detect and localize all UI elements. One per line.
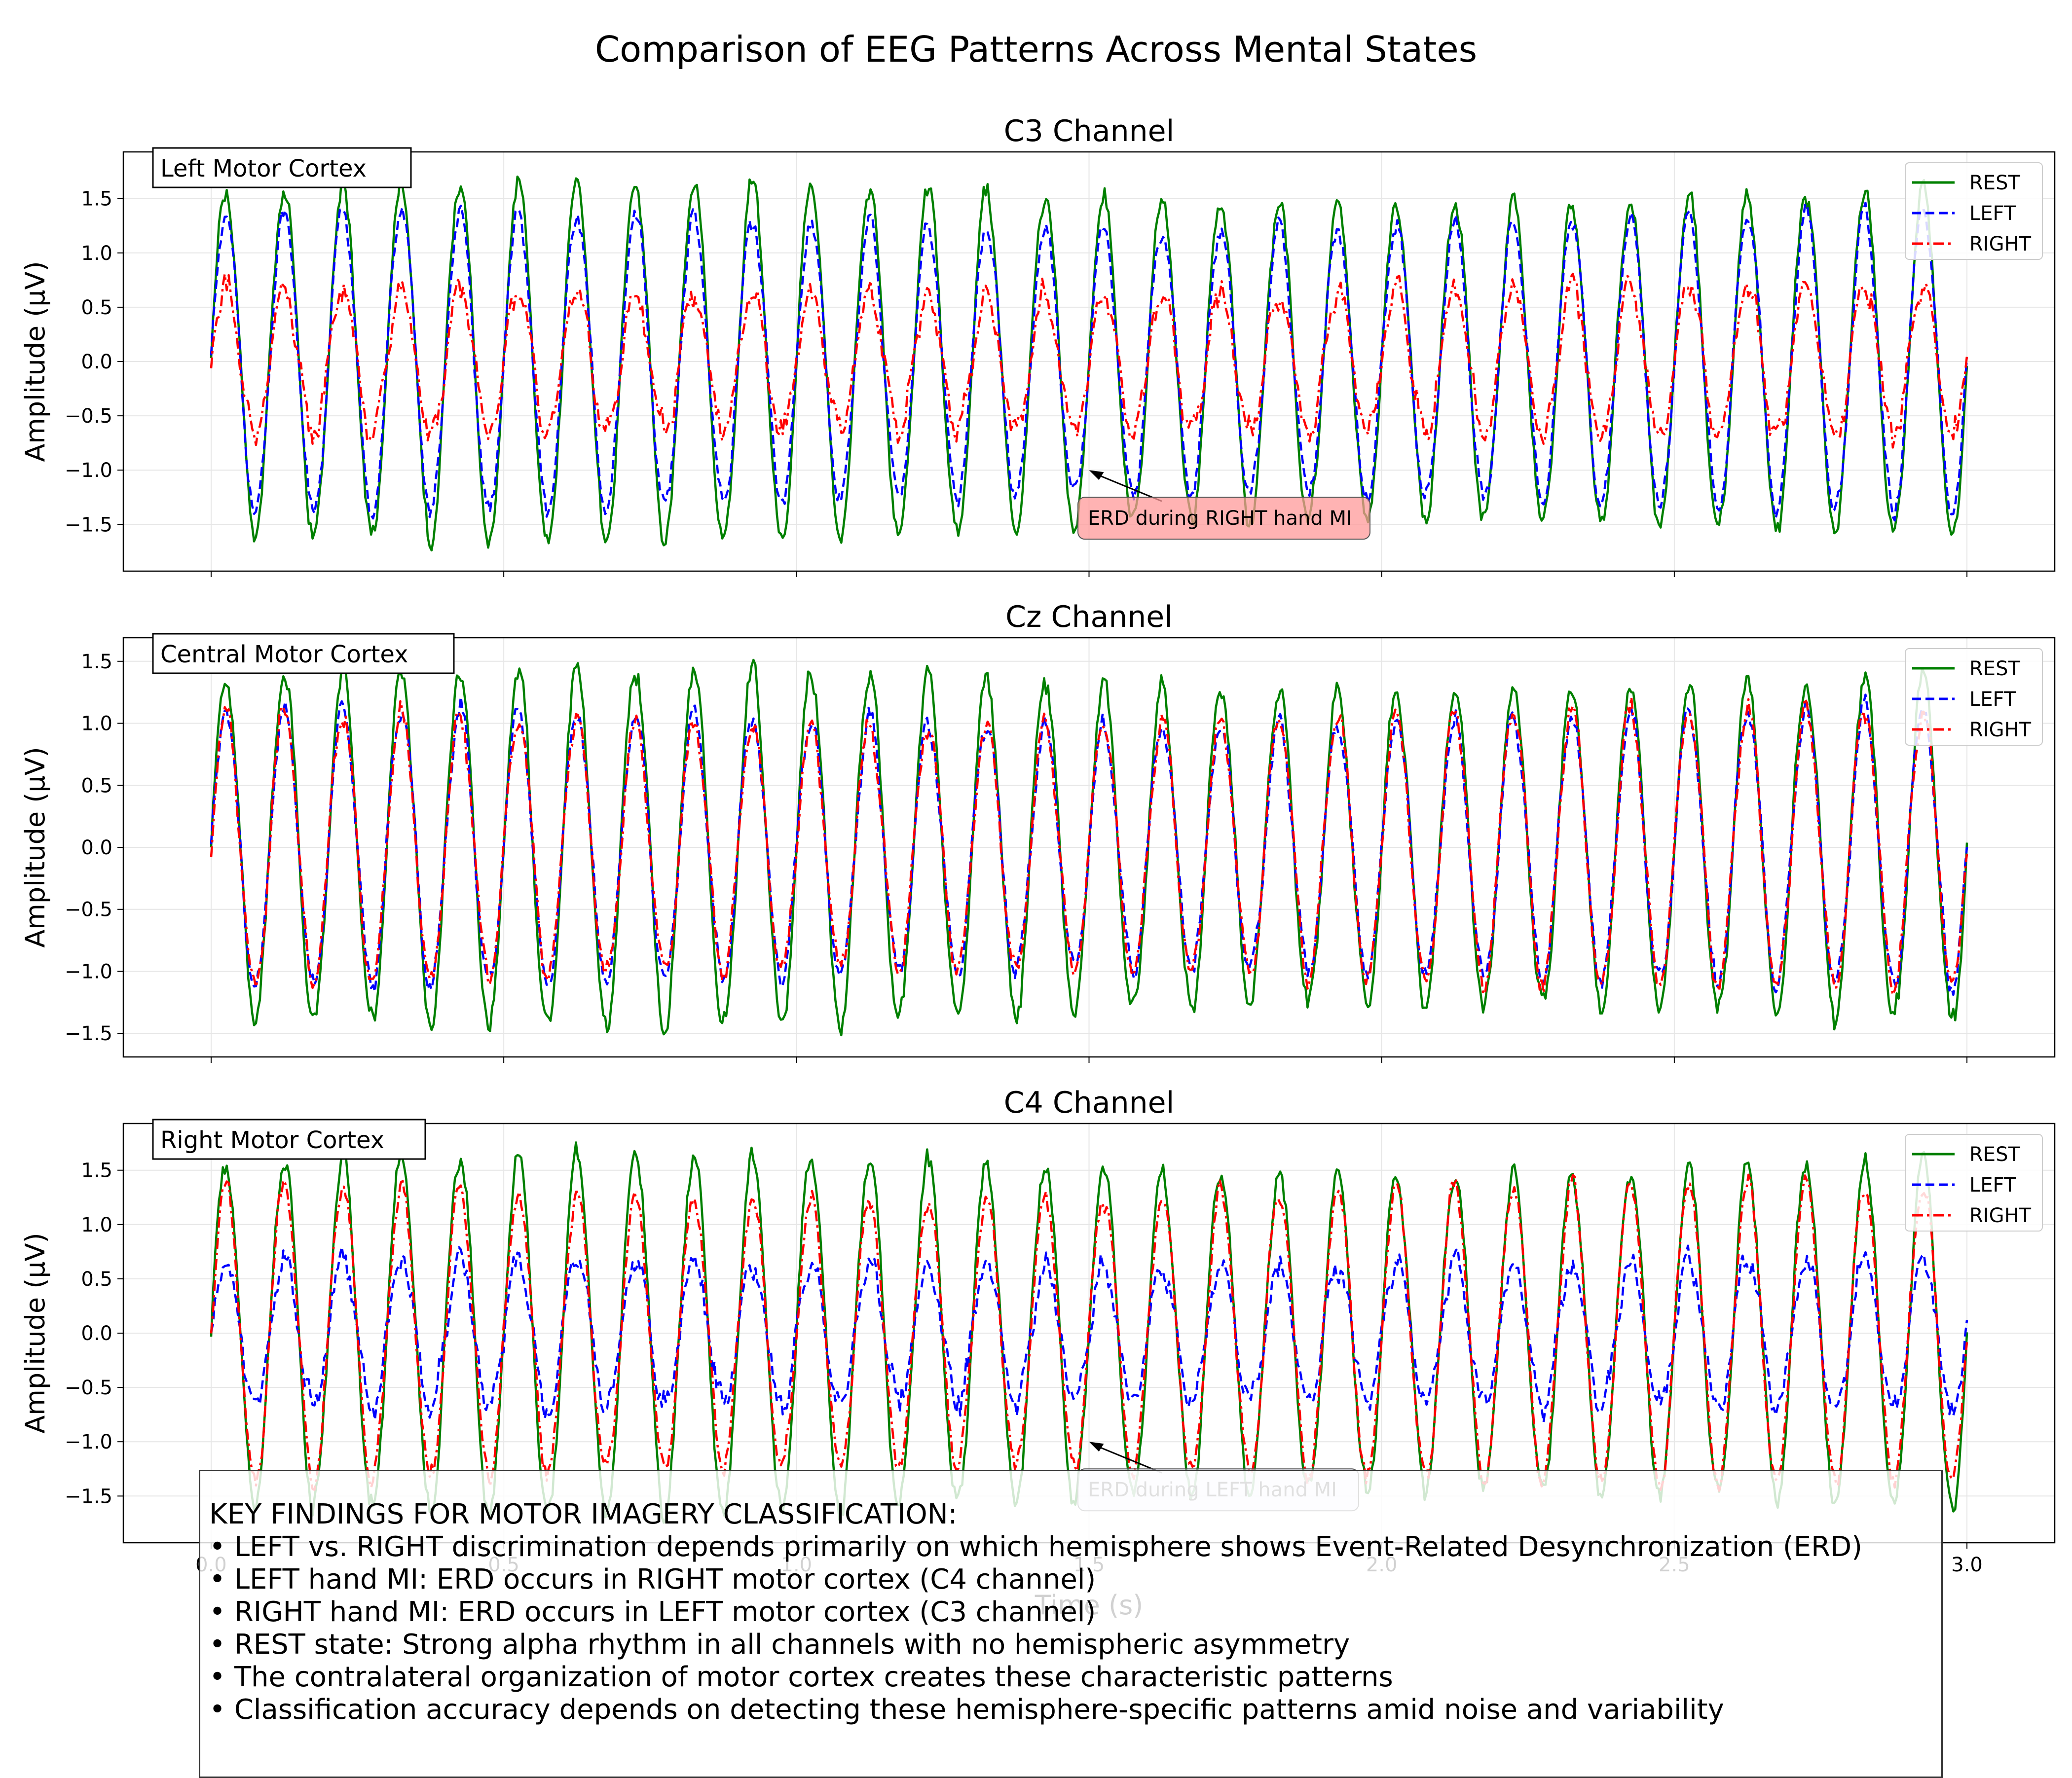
region-label: Central Motor Cortex [152,633,455,674]
y-tick-label: 1.5 [81,1160,112,1182]
y-axis-label: Amplitude (µV) [20,261,51,462]
y-tick-label: 1.0 [81,1214,112,1236]
y-tick-label: 0.0 [81,351,112,373]
region-label-box [152,1119,426,1160]
region-label-text: Left Motor Cortex [160,155,367,182]
y-tick-label: −1.0 [65,960,112,983]
y-axis-label: Amplitude (µV) [20,1233,51,1433]
legend: REST LEFT RIGHT [1905,1134,2043,1232]
finding-item: • Classification accuracy depends on det… [209,1694,1724,1726]
region-label: Right Motor Cortex [152,1119,426,1160]
series-line-right [210,696,1968,996]
panel-title: Cz Channel [1005,600,1173,634]
legend-label: REST [1969,657,2020,680]
y-tick-label: −1.0 [65,459,112,482]
legend-box [1905,162,2043,260]
y-tick-label: 1.5 [81,651,112,673]
region-label-box [152,147,412,188]
series-line-right [210,1173,1968,1492]
chart-panel-1: −1.5 −1.0 −0.5 0.0 0.5 1.0 1.5 Cz Channel Amplit… [20,600,2056,1063]
erd-annotation: ERD during RIGHT hand MI [1077,470,1370,540]
y-tick-label: 0.0 [81,1322,112,1345]
legend-label: RIGHT [1969,233,2032,255]
annotation-text: ERD during RIGHT hand MI [1088,507,1352,530]
y-tick-label: −0.5 [65,405,112,428]
y-tick-label: 0.5 [81,774,112,797]
region-label-text: Central Motor Cortex [160,641,408,668]
finding-item: • RIGHT hand MI: ERD occurs in LEFT moto… [209,1596,1096,1628]
y-tick-label: 0.5 [81,1268,112,1291]
series-line-right [210,272,1968,449]
panel-title: C4 Channel [1004,1086,1174,1120]
y-tick-label: 1.0 [81,242,112,265]
panel-title: C3 Channel [1004,114,1174,148]
legend-label: RIGHT [1969,719,2032,741]
legend-label: LEFT [1969,202,2016,225]
findings-heading: KEY FINDINGS FOR MOTOR IMAGERY CLASSIFIC… [209,1498,958,1530]
finding-item: • LEFT hand MI: ERD occurs in RIGHT moto… [209,1563,1096,1596]
y-tick-label: −1.5 [65,513,112,536]
legend-box [1905,648,2043,746]
y-tick-label: 1.0 [81,713,112,735]
y-tick-label: 0.0 [81,836,112,859]
key-findings-box: KEY FINDINGS FOR MOTOR IMAGERY CLASSIFIC… [199,1470,1943,1778]
y-axis-label: Amplitude (µV) [20,747,51,947]
finding-item: • LEFT vs. RIGHT discrimination depends … [209,1531,1862,1563]
legend: REST LEFT RIGHT [1905,162,2043,260]
chart-panel-0: −1.5 −1.0 −0.5 0.0 0.5 1.0 1.5 C3 Channel Amplit… [20,114,2056,577]
legend-box [1905,1134,2043,1232]
y-tick-label: −0.5 [65,899,112,921]
legend-label: RIGHT [1969,1204,2032,1227]
y-tick-label: 0.5 [81,296,112,319]
legend-label: LEFT [1969,1174,2016,1197]
y-tick-label: −1.0 [65,1431,112,1453]
legend-label: REST [1969,1143,2020,1166]
legend-label: LEFT [1969,688,2016,711]
y-tick-label: −1.5 [65,1485,112,1508]
region-label-box [152,633,455,674]
annotation-box [1077,497,1370,540]
figure-title: Comparison of EEG Patterns Across Mental… [595,29,1477,70]
y-tick-label: −0.5 [65,1377,112,1399]
annotation-arrow [1095,1445,1162,1474]
y-tick-label: 1.5 [81,188,112,211]
x-tick-label: 3.0 [1951,1554,1983,1576]
finding-item: • REST state: Strong alpha rhythm in all… [209,1629,1350,1661]
legend: REST LEFT RIGHT [1905,648,2043,746]
finding-item: • The contralateral organization of moto… [209,1661,1393,1693]
legend-label: REST [1969,172,2020,194]
y-tick-label: −1.5 [65,1022,112,1045]
annotation-arrowhead [1089,470,1104,480]
region-label-text: Right Motor Cortex [160,1126,384,1154]
annotation-arrow [1095,473,1162,502]
region-label: Left Motor Cortex [152,147,412,188]
annotation-arrowhead [1089,1442,1104,1452]
